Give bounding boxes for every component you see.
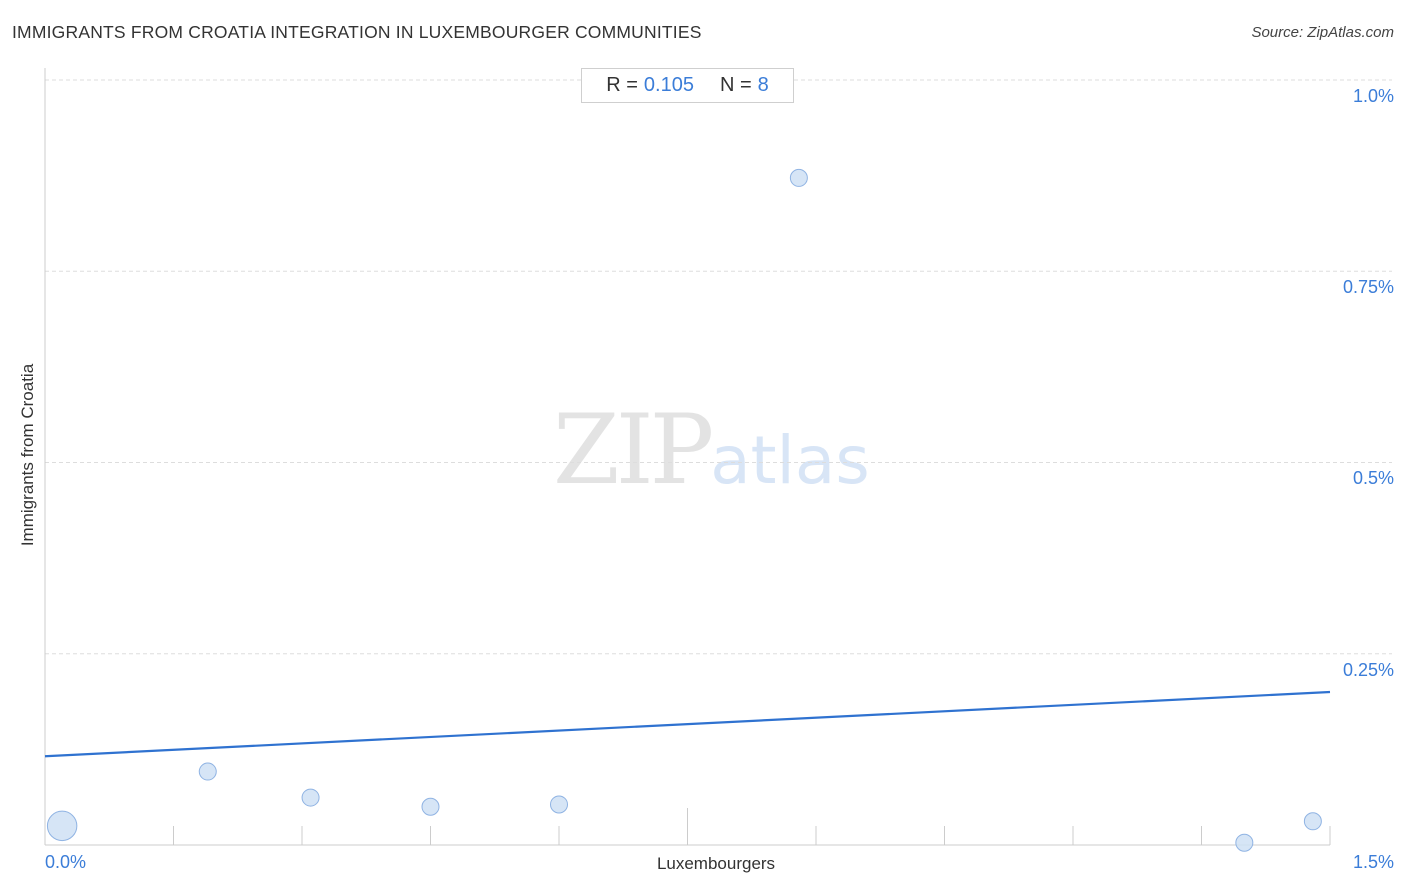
watermark-zip: ZIP (553, 394, 714, 506)
r-value: 0.105 (643, 74, 694, 96)
data-point-6 (789, 168, 808, 187)
watermark-atlas: atlas (710, 422, 870, 499)
x-axis-label: Luxembourgers (656, 854, 776, 873)
trend-line (44, 690, 1331, 758)
x-tick-label-max: 1.5% (1352, 852, 1394, 872)
data-point-2 (198, 762, 217, 781)
y-tick-label-05: 0.5% (1352, 468, 1394, 488)
data-point-1 (46, 810, 78, 842)
n-value: 8 (757, 74, 769, 96)
y-tick-label-025: 0.25% (1342, 660, 1394, 680)
data-point-8 (1303, 812, 1322, 831)
chart-title: IMMIGRANTS FROM CROATIA INTEGRATION IN L… (12, 22, 702, 42)
y-axis-label: Immigrants from Croatia (18, 363, 37, 547)
n-label: N = (719, 74, 752, 96)
watermark: ZIPatlas (553, 402, 870, 498)
x-tick-label-min: 0.0% (45, 852, 87, 872)
correlation-stats: R = 0.105 N = 8 (581, 68, 794, 103)
data-point-3 (301, 788, 320, 807)
y-tick-label-075: 0.75% (1342, 277, 1394, 297)
data-point-7 (1235, 833, 1254, 852)
data-point-4 (421, 797, 440, 816)
y-tick-label-1: 1.0% (1352, 86, 1394, 106)
source-credit: Source: ZipAtlas.com (1251, 24, 1394, 41)
data-point-5 (550, 795, 568, 814)
r-label: R = (606, 74, 638, 96)
